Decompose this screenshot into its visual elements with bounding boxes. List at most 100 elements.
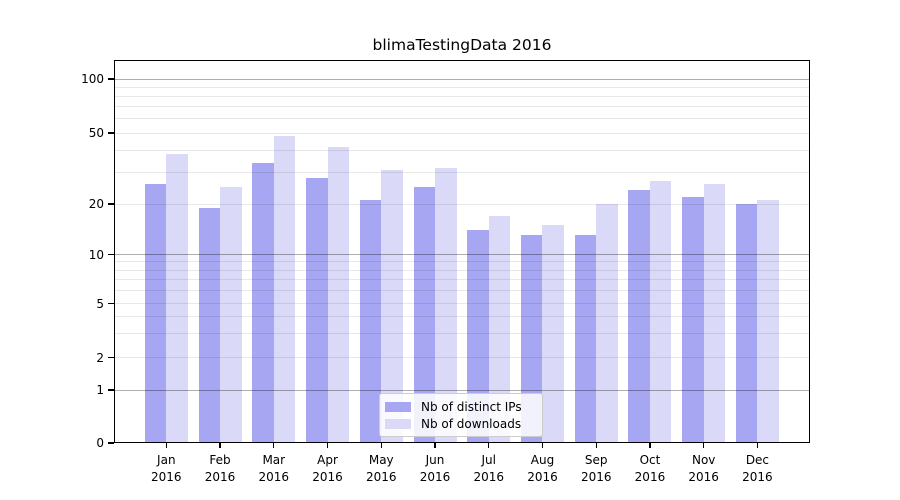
x-label-year: 2016 (473, 469, 504, 484)
bar-nb-of-distinct-ips-nov (682, 196, 704, 443)
legend: Nb of distinct IPs Nb of downloads (379, 393, 543, 437)
x-tick-mark-feb (219, 443, 221, 448)
y-tick-mark-20 (108, 203, 114, 205)
bar-nb-of-downloads-sep (596, 204, 618, 443)
x-tick-mark-jun (434, 443, 436, 448)
gridline-minor-8 (115, 269, 809, 271)
x-tick-mark-jul (488, 443, 490, 448)
bar-nb-of-distinct-ips-may (359, 200, 382, 443)
y-tick-label-0: 0 (96, 436, 104, 450)
gridline-minor-3 (115, 333, 809, 335)
gridline-minor-5 (115, 303, 809, 304)
x-label-year: 2016 (204, 469, 236, 484)
x-label-year: 2016 (151, 469, 182, 484)
bar-nb-of-distinct-ips-jul (467, 229, 489, 443)
x-label-month: Jun (425, 453, 445, 467)
bar-nb-of-downloads-jul (488, 215, 511, 443)
y-tick-mark-100 (108, 78, 114, 80)
x-label-year: 2016 (365, 469, 397, 484)
x-tick-label-jul: Jul 2016 (461, 452, 517, 485)
gridline-major-1 (115, 389, 809, 391)
bar-nb-of-downloads-oct (649, 180, 672, 443)
gridline-minor-70 (115, 106, 809, 108)
y-tick-label-2: 2 (96, 350, 104, 365)
gridline-minor-50 (115, 132, 809, 134)
x-tick-mark-may (380, 443, 382, 448)
gridline-minor-40 (115, 149, 809, 151)
gridline-major-100 (115, 78, 809, 80)
x-tick-mark-apr (326, 443, 329, 448)
gridline-minor-7 (115, 279, 809, 281)
x-label-month: Oct (639, 453, 661, 467)
bar-nb-of-distinct-ips-feb (198, 207, 221, 443)
gridline-minor-60 (115, 118, 809, 120)
y-tick-mark-2 (108, 356, 114, 359)
x-label-month: Dec (745, 453, 770, 467)
gridline-major-10 (115, 254, 809, 255)
x-tick-label-oct: Oct 2016 (622, 452, 678, 485)
x-tick-mark-oct (649, 443, 651, 448)
bar-nb-of-distinct-ips-aug (520, 235, 543, 443)
legend-swatch-downloads (385, 418, 411, 429)
gridline-minor-20 (115, 203, 809, 205)
x-tick-mark-sep (595, 443, 597, 448)
x-tick-label-mar: Mar 2016 (246, 452, 302, 485)
x-label-month: Nov (691, 453, 716, 467)
x-label-year: 2016 (742, 469, 773, 484)
bar-nb-of-downloads-mar (273, 136, 296, 443)
legend-label-distinct-ips: Nb of distinct IPs (421, 399, 522, 414)
bar-nb-of-distinct-ips-sep (574, 235, 597, 443)
legend-label-downloads: Nb of downloads (421, 416, 522, 431)
x-label-month: Feb (209, 453, 231, 467)
x-tick-mark-nov (703, 443, 705, 448)
x-label-month: Jul (481, 453, 496, 467)
bar-nb-of-downloads-jun (435, 167, 457, 443)
y-tick-mark-0 (108, 442, 114, 444)
x-tick-label-apr: Apr 2016 (300, 452, 356, 485)
x-label-month: Jan (157, 453, 176, 467)
chart-title: blimaTestingData 2016 (372, 36, 552, 54)
x-tick-label-jan: Jan 2016 (138, 452, 194, 485)
x-label-month: May (368, 453, 394, 467)
gridline-minor-2 (115, 357, 809, 358)
x-tick-mark-aug (541, 443, 544, 448)
x-label-year: 2016 (634, 469, 666, 484)
y-tick-label-5: 5 (96, 296, 104, 311)
x-label-year: 2016 (312, 469, 343, 484)
y-tick-label-50: 50 (88, 126, 104, 140)
gridline-minor-6 (115, 290, 809, 292)
bar-nb-of-distinct-ips-oct (628, 189, 650, 443)
bar-nb-of-downloads-dec (757, 200, 779, 443)
bar-nb-of-downloads-may (381, 170, 403, 443)
y-tick-label-10: 10 (88, 247, 104, 262)
bar-nb-of-downloads-apr (327, 146, 350, 443)
gridline-minor-4 (115, 316, 809, 318)
x-label-year: 2016 (580, 469, 612, 484)
bar-nb-of-distinct-ips-jan (144, 183, 167, 443)
bar-nb-of-downloads-nov (703, 183, 726, 443)
y-tick-label-20: 20 (88, 197, 104, 211)
x-tick-label-aug: Aug 2016 (514, 452, 570, 485)
x-tick-mark-dec (756, 443, 759, 448)
bar-nb-of-distinct-ips-dec (735, 204, 758, 443)
x-tick-mark-jan (165, 443, 167, 448)
bar-nb-of-distinct-ips-apr (306, 177, 328, 443)
x-label-year: 2016 (527, 469, 558, 484)
bar-nb-of-distinct-ips-mar (252, 162, 274, 443)
y-tick-mark-1 (108, 389, 114, 391)
bar-nb-of-downloads-feb (220, 186, 242, 443)
x-label-month: Mar (262, 453, 286, 467)
y-tick-mark-10 (108, 253, 114, 256)
x-label-year: 2016 (258, 469, 290, 484)
x-tick-label-sep: Sep 2016 (568, 452, 624, 485)
x-tick-label-feb: Feb 2016 (192, 452, 248, 485)
x-tick-label-dec: Dec 2016 (729, 452, 785, 485)
x-label-month: Aug (530, 453, 555, 467)
x-tick-label-jun: Jun 2016 (407, 452, 463, 485)
x-tick-label-nov: Nov 2016 (676, 452, 732, 485)
x-label-month: Apr (317, 453, 338, 467)
legend-row: Nb of downloads (380, 415, 542, 432)
x-tick-label-may: May 2016 (353, 452, 409, 485)
bar-nb-of-downloads-jan (166, 154, 188, 443)
